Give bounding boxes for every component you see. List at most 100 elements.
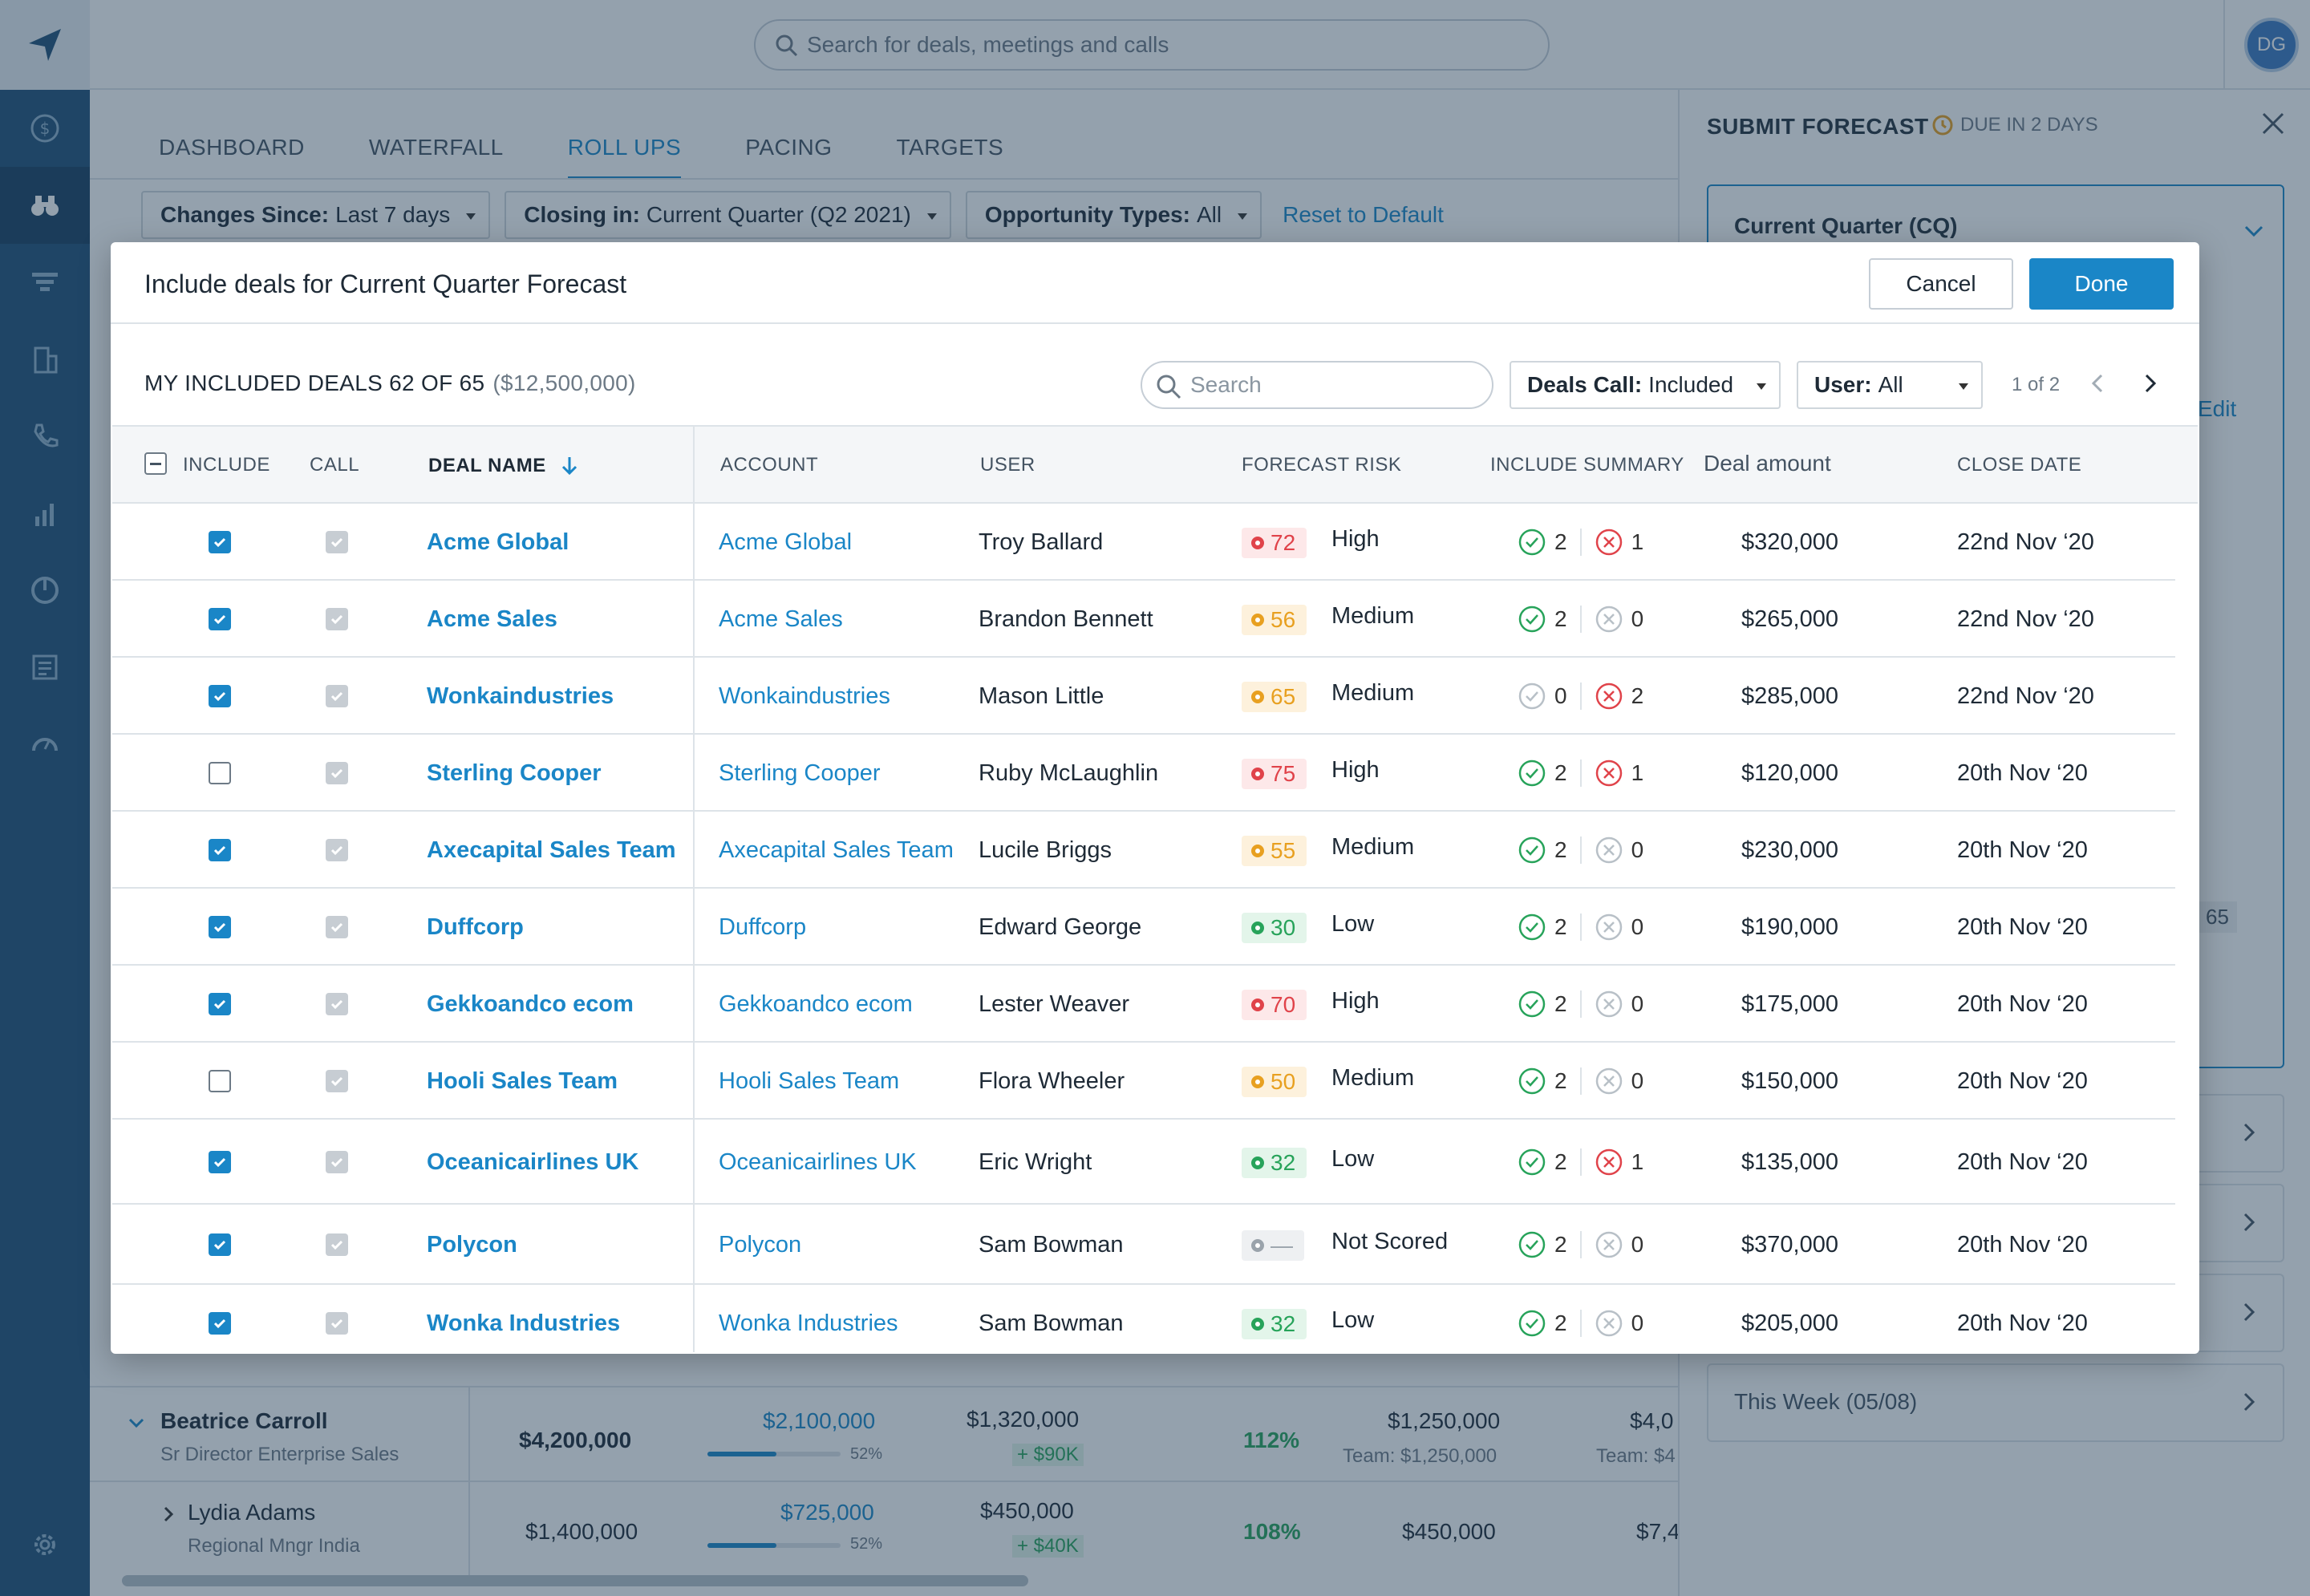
- select-all-checkbox[interactable]: [144, 452, 167, 475]
- account-link[interactable]: Duffcorp: [719, 914, 807, 940]
- col-deal-name[interactable]: DEAL NAME: [428, 454, 581, 477]
- excluded-votes: 0: [1631, 991, 1644, 1016]
- horizontal-scrollbar[interactable]: [122, 1575, 1028, 1586]
- col-deal-name-label: DEAL NAME: [428, 455, 546, 476]
- chevron-left-icon[interactable]: [2085, 371, 2111, 396]
- deal-name-link[interactable]: Axecapital Sales Team: [427, 837, 676, 863]
- deal-name-link[interactable]: Duffcorp: [427, 914, 524, 940]
- account-link[interactable]: Sterling Cooper: [719, 760, 881, 786]
- risk-score-pill: 56: [1242, 605, 1307, 635]
- risk-score-pill: 32: [1242, 1309, 1307, 1339]
- rep-name[interactable]: Lydia Adams: [188, 1500, 316, 1525]
- include-checkbox[interactable]: [209, 762, 231, 784]
- include-checkbox[interactable]: [209, 839, 231, 861]
- chevron-down-icon[interactable]: [2241, 218, 2267, 244]
- account-link[interactable]: Axecapital Sales Team: [719, 837, 954, 863]
- caret-down-icon: [1238, 213, 1248, 220]
- rep-name[interactable]: Beatrice Carroll: [160, 1408, 328, 1433]
- risk-level: Medium: [1331, 1065, 1415, 1091]
- gauge-icon[interactable]: [0, 706, 90, 783]
- account-link[interactable]: Wonka Industries: [719, 1310, 898, 1336]
- deal-name-link[interactable]: Hooli Sales Team: [427, 1068, 618, 1094]
- binoculars-icon[interactable]: [0, 167, 90, 244]
- funnel-icon[interactable]: [0, 244, 90, 321]
- deal-row: Oceanicairlines UK Oceanicairlines UK Er…: [112, 1120, 2175, 1205]
- account-link[interactable]: Acme Sales: [719, 606, 843, 632]
- tab-dashboard[interactable]: DASHBOARD: [159, 135, 305, 160]
- building-icon[interactable]: [0, 321, 90, 398]
- deal-name-link[interactable]: Acme Global: [427, 529, 569, 555]
- call-checkbox[interactable]: [326, 916, 348, 938]
- deal-name-link[interactable]: Oceanicairlines UK: [427, 1149, 639, 1175]
- booked-value[interactable]: $2,100,000: [763, 1408, 876, 1433]
- risk-dot-icon: [1251, 845, 1264, 857]
- done-button[interactable]: Done: [2029, 258, 2174, 310]
- revenue-icon[interactable]: $: [0, 90, 90, 167]
- deals-call-dropdown[interactable]: Deals Call: Included: [1510, 361, 1781, 409]
- call-checkbox[interactable]: [326, 839, 348, 861]
- settings-icon[interactable]: [0, 1506, 90, 1583]
- rejected-x-icon: [1595, 683, 1622, 710]
- changes-since-dropdown[interactable]: Changes Since: Last 7 days: [141, 191, 491, 239]
- call-checkbox[interactable]: [326, 762, 348, 784]
- include-checkbox[interactable]: [209, 1151, 231, 1173]
- chevron-down-icon[interactable]: [127, 1413, 146, 1432]
- tab-pacing[interactable]: PACING: [745, 135, 833, 160]
- account-link[interactable]: Hooli Sales Team: [719, 1068, 900, 1094]
- reset-to-default-link[interactable]: Reset to Default: [1283, 202, 1444, 227]
- include-checkbox[interactable]: [209, 1233, 231, 1256]
- bar-chart-icon[interactable]: [0, 475, 90, 552]
- account-link[interactable]: Wonkaindustries: [719, 683, 890, 709]
- closing-in-dropdown[interactable]: Closing in: Current Quarter (Q2 2021): [505, 191, 951, 239]
- deal-name-link[interactable]: Sterling Cooper: [427, 760, 602, 786]
- opportunity-types-dropdown[interactable]: Opportunity Types: All: [965, 191, 1262, 239]
- include-checkbox[interactable]: [209, 1070, 231, 1092]
- include-checkbox[interactable]: [209, 685, 231, 707]
- call-checkbox[interactable]: [326, 1070, 348, 1092]
- edit-link[interactable]: Edit: [2198, 396, 2237, 421]
- include-checkbox[interactable]: [209, 1312, 231, 1335]
- account-link[interactable]: Acme Global: [719, 529, 853, 555]
- account-link[interactable]: Gekkoandco ecom: [719, 991, 913, 1017]
- account-link[interactable]: Polycon: [719, 1232, 802, 1258]
- tab-waterfall[interactable]: WATERFALL: [368, 135, 504, 160]
- search-icon: [1157, 375, 1181, 399]
- avatar[interactable]: DG: [2244, 18, 2299, 72]
- deal-user: Flora Wheeler: [979, 1068, 1125, 1094]
- call-checkbox[interactable]: [326, 685, 348, 707]
- call-checkbox[interactable]: [326, 1312, 348, 1335]
- call-checkbox[interactable]: [326, 1151, 348, 1173]
- deal-name-link[interactable]: Wonkaindustries: [427, 683, 614, 709]
- deal-name-link[interactable]: Wonka Industries: [427, 1310, 621, 1336]
- call-checkbox[interactable]: [326, 608, 348, 630]
- deal-search-input[interactable]: Search: [1141, 361, 1493, 409]
- user-dropdown[interactable]: User: All: [1797, 361, 1983, 409]
- include-checkbox[interactable]: [209, 608, 231, 630]
- risk-score: 56: [1270, 607, 1296, 632]
- global-search-input[interactable]: Search for deals, meetings and calls: [754, 19, 1550, 71]
- report-icon[interactable]: [0, 629, 90, 706]
- deal-name-link[interactable]: Acme Sales: [427, 606, 557, 632]
- this-week-item[interactable]: This Week (05/08): [1707, 1363, 2284, 1442]
- rollup-row: Lydia Adams Regional Mngr India $1,400,0…: [90, 1481, 1680, 1577]
- chevron-right-icon[interactable]: [159, 1505, 178, 1524]
- deal-name-link[interactable]: Gekkoandco ecom: [427, 991, 634, 1017]
- tab-targets[interactable]: TARGETS: [896, 135, 1004, 160]
- call-checkbox[interactable]: [326, 993, 348, 1015]
- booked-value[interactable]: $725,000: [780, 1500, 874, 1525]
- call-checkbox[interactable]: [326, 1233, 348, 1256]
- include-checkbox[interactable]: [209, 916, 231, 938]
- chevron-right-icon[interactable]: [2137, 371, 2162, 396]
- phone-icon[interactable]: [0, 398, 90, 475]
- close-icon[interactable]: [2260, 111, 2286, 136]
- deal-name-link[interactable]: Polycon: [427, 1232, 517, 1258]
- approved-check-icon: [1518, 529, 1546, 556]
- account-link[interactable]: Oceanicairlines UK: [719, 1149, 917, 1175]
- include-checkbox[interactable]: [209, 531, 231, 553]
- call-checkbox-box: [326, 1233, 348, 1256]
- call-checkbox[interactable]: [326, 531, 348, 553]
- pie-chart-icon[interactable]: [0, 552, 90, 629]
- app-logo[interactable]: [0, 0, 90, 90]
- include-checkbox[interactable]: [209, 993, 231, 1015]
- cancel-button[interactable]: Cancel: [1869, 258, 2013, 310]
